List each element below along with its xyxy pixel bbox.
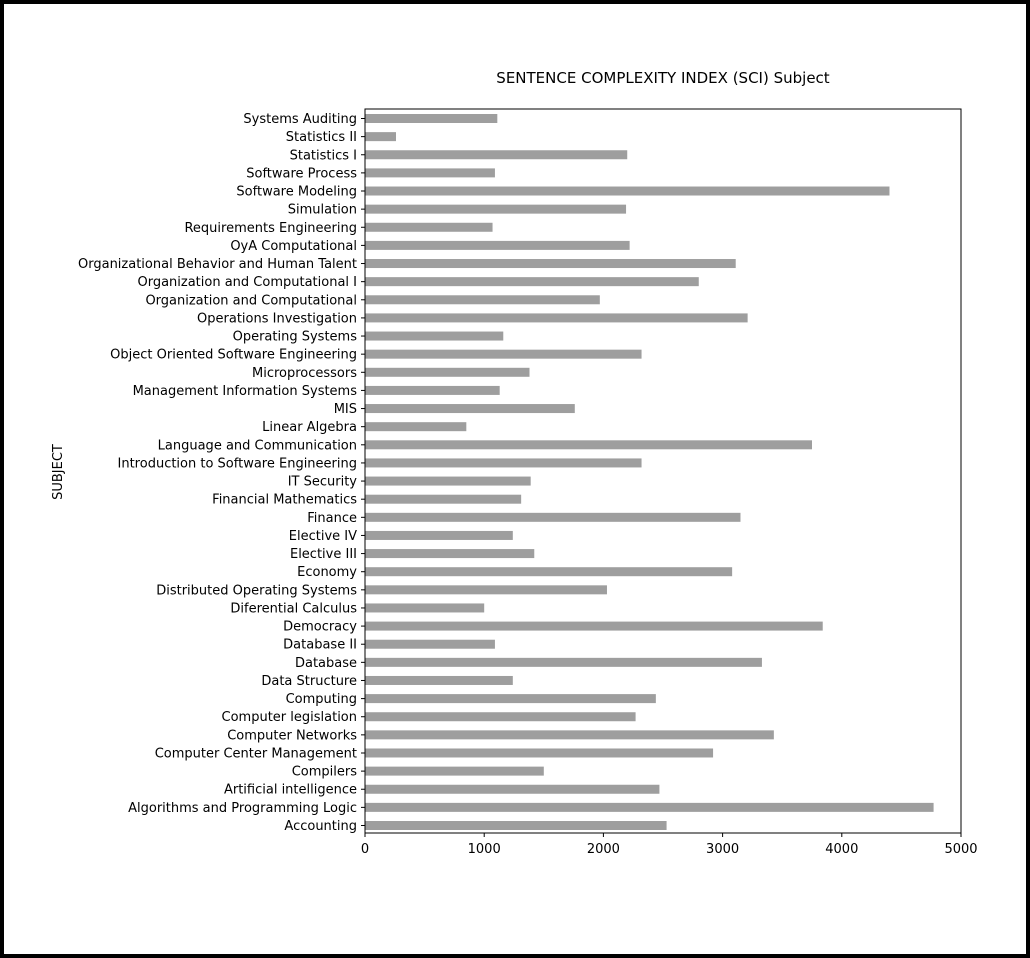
- bar: [365, 675, 513, 685]
- bar: [365, 639, 495, 649]
- bar: [365, 277, 699, 287]
- x-tick-label: 3000: [706, 842, 739, 857]
- y-tick-label: Economy: [297, 565, 357, 580]
- y-tick-label: Computer Networks: [227, 728, 357, 743]
- y-tick-label: Organization and Computational I: [137, 275, 357, 290]
- y-tick-label: Language and Communication: [158, 438, 357, 453]
- plot-frame: [364, 108, 962, 834]
- y-tick-label: Artificial intelligence: [224, 783, 357, 798]
- y-tick-label: Distributed Operating Systems: [156, 583, 357, 598]
- y-tick-label: MIS: [334, 402, 357, 417]
- y-tick-label: Linear Algebra: [262, 420, 357, 435]
- y-tick-label: Elective III: [290, 547, 357, 562]
- y-tick-label: Introduction to Software Engineering: [118, 456, 357, 471]
- chart-canvas: SENTENCE COMPLEXITY INDEX (SCI) Subject …: [4, 4, 1026, 954]
- y-tick-label: Democracy: [283, 620, 357, 635]
- y-tick-label: Operations Investigation: [197, 311, 357, 326]
- x-tick-label: 0: [361, 842, 369, 857]
- y-tick-label: Financial Mathematics: [212, 493, 357, 508]
- bar: [365, 168, 495, 178]
- bar: [365, 657, 762, 667]
- y-tick-label: Simulation: [288, 203, 357, 218]
- y-tick-label: IT Security: [288, 475, 358, 490]
- y-tick-label: Operating Systems: [233, 330, 358, 345]
- y-tick-label: Compilers: [292, 765, 358, 780]
- bar: [365, 132, 396, 142]
- y-axis-label: SUBJECT: [51, 444, 66, 500]
- bar: [365, 712, 636, 722]
- bar: [365, 222, 493, 232]
- bar: [365, 204, 627, 214]
- y-tick-label: Elective IV: [289, 529, 357, 544]
- bars-group: [365, 114, 934, 830]
- bar: [365, 821, 667, 830]
- bar: [365, 367, 530, 377]
- bar: [365, 494, 522, 504]
- y-tick-label: Organizational Behavior and Human Talent: [78, 257, 357, 272]
- y-tick-label: Software Modeling: [236, 185, 357, 200]
- bar: [365, 385, 500, 395]
- y-tick-label: Systems Auditing: [243, 112, 357, 127]
- bar-chart: SENTENCE COMPLEXITY INDEX (SCI) Subject …: [51, 69, 978, 857]
- y-tick-label: Computing: [286, 692, 357, 707]
- y-tick-label: Statistics I: [290, 148, 357, 163]
- bar: [365, 404, 575, 414]
- bar: [365, 603, 485, 613]
- bar: [365, 295, 600, 305]
- bar: [365, 730, 774, 740]
- y-tick-label: Organization and Computational: [145, 293, 357, 308]
- y-tick-label: Management Information Systems: [133, 384, 358, 399]
- bar: [365, 458, 642, 468]
- x-tick-labels: 0 1000 2000 3000 4000 5000: [361, 833, 978, 857]
- bar: [365, 331, 504, 341]
- y-tick-label: Computer Center Management: [155, 746, 357, 761]
- bar: [365, 259, 736, 269]
- bar: [365, 748, 714, 758]
- bar: [365, 512, 741, 522]
- bar: [365, 549, 535, 559]
- bar: [365, 621, 823, 631]
- bar: [365, 440, 812, 450]
- bar: [365, 585, 607, 595]
- y-tick-labels: Accounting Algorithms and Programming Log…: [78, 112, 365, 834]
- bar: [365, 150, 628, 160]
- y-tick-label: Microprocessors: [252, 366, 357, 381]
- y-tick-label: Accounting: [284, 819, 357, 834]
- y-tick-label: Diferential Calculus: [230, 601, 357, 616]
- bar: [365, 349, 642, 359]
- x-tick-label: 1000: [468, 842, 501, 857]
- y-tick-label: Database II: [283, 638, 357, 653]
- y-tick-label: Data Structure: [261, 674, 357, 689]
- y-tick-label: Finance: [307, 511, 357, 526]
- bar: [365, 186, 890, 196]
- bar: [365, 802, 934, 812]
- x-tick-label: 5000: [944, 842, 977, 857]
- bar: [365, 422, 467, 432]
- y-tick-label: Computer legislation: [222, 710, 357, 725]
- chart-title: SENTENCE COMPLEXITY INDEX (SCI) Subject: [496, 69, 829, 87]
- y-tick-label: Database: [295, 656, 357, 671]
- y-tick-label: Statistics II: [286, 130, 357, 145]
- y-tick-label: Requirements Engineering: [184, 221, 357, 236]
- bar: [365, 240, 630, 250]
- y-tick-label: OyA Computational: [230, 239, 357, 254]
- y-tick-label: Algorithms and Programming Logic: [128, 801, 357, 816]
- bar: [365, 530, 513, 540]
- y-tick-label: Object Oriented Software Engineering: [110, 348, 357, 363]
- bar: [365, 476, 531, 486]
- bar: [365, 784, 660, 794]
- y-tick-label: Software Process: [246, 166, 357, 181]
- bar: [365, 114, 498, 123]
- bar: [365, 766, 544, 776]
- bar: [365, 313, 748, 323]
- x-tick-label: 4000: [825, 842, 858, 857]
- bar: [365, 567, 733, 577]
- bar: [365, 694, 656, 704]
- x-tick-label: 2000: [587, 842, 620, 857]
